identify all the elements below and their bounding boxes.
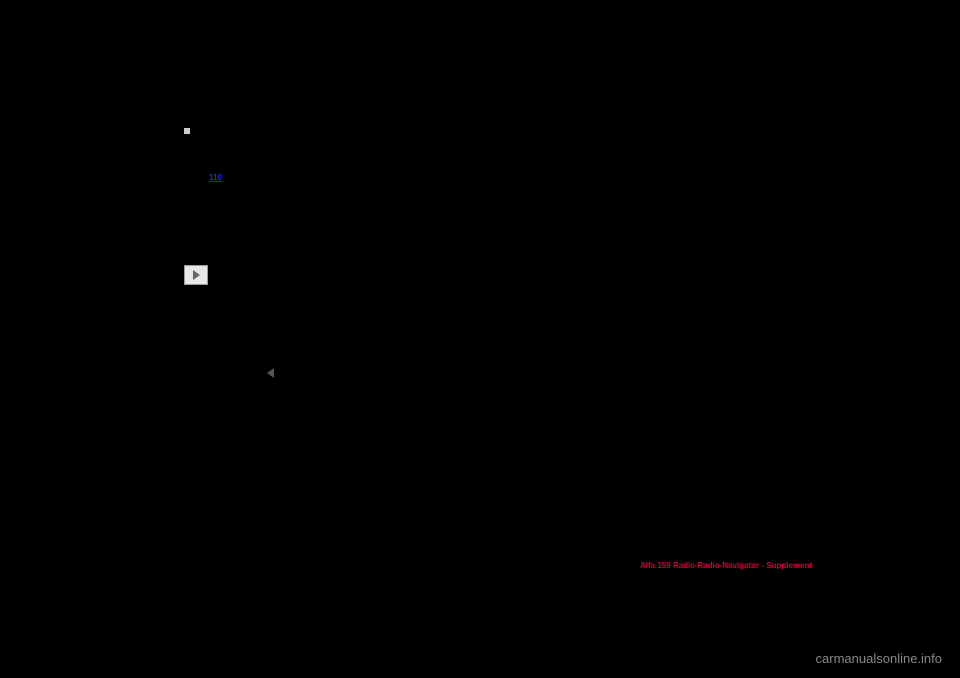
link-label: 110 bbox=[209, 173, 222, 182]
back-arrow-icon bbox=[267, 368, 274, 378]
page-link[interactable]: 110 bbox=[209, 173, 222, 182]
document-title: Alfa 159 Radio Radio-Navigator - Supplem… bbox=[640, 561, 812, 570]
play-button[interactable] bbox=[184, 265, 208, 285]
bullet-marker bbox=[184, 128, 190, 134]
watermark: carmanualsonline.info bbox=[816, 651, 942, 666]
play-icon bbox=[193, 270, 200, 280]
